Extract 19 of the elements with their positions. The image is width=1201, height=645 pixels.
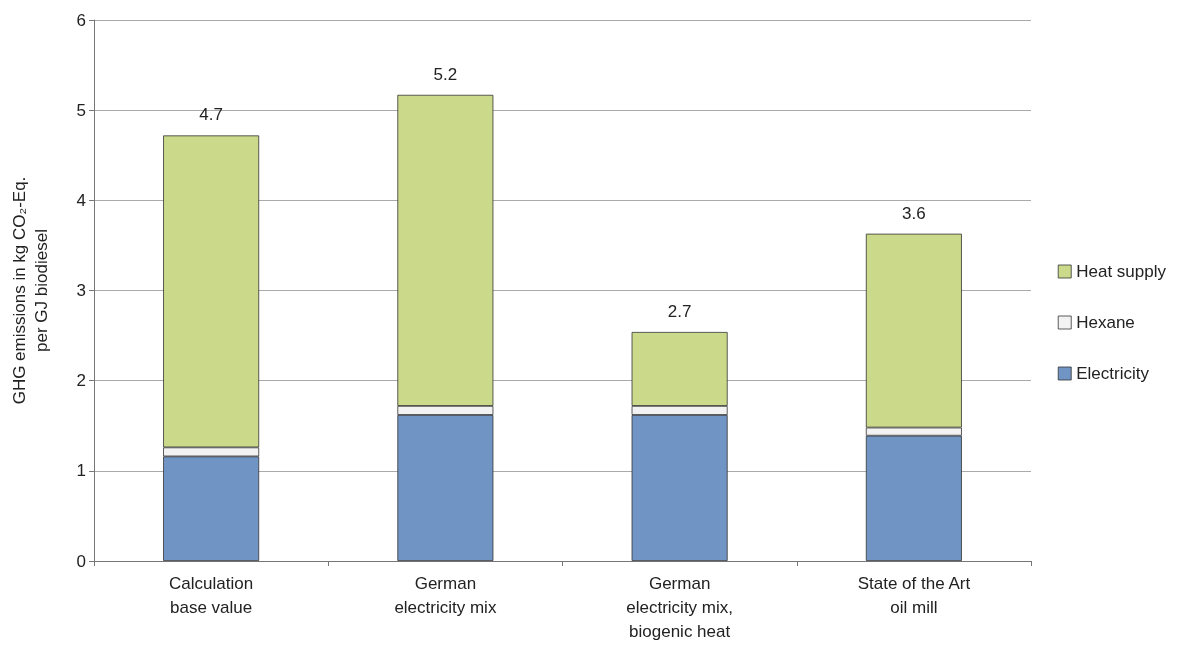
y-tick-label: 4 (76, 190, 86, 210)
y-tick-label: 0 (76, 551, 86, 571)
legend-label: Hexane (1076, 313, 1135, 332)
y-tick-label: 1 (76, 461, 86, 481)
y-tick-label: 6 (76, 10, 86, 30)
x-tick-label: State of the Art oil mill (857, 573, 971, 617)
x-tick-label: German electricity mix, biogenic heat (626, 573, 733, 641)
legend-label: Heat supply (1076, 262, 1167, 281)
total-label: 4.7 (199, 105, 223, 125)
y-axis-title: GHG emissions in kg CO₂-Eq. per GJ biodiesel (9, 176, 51, 405)
y-tick-label: 2 (76, 371, 86, 391)
y-tick-label: 5 (76, 100, 86, 120)
total-label: 5.2 (433, 64, 458, 84)
legend-label: Electricity (1076, 364, 1150, 383)
x-tick-label: Calculation base value (169, 573, 254, 617)
y-tick-label: 3 (76, 281, 86, 300)
total-label: 3.6 (902, 203, 926, 223)
total-label: 2.7 (667, 301, 692, 321)
x-tick-label: German electricity mix (394, 573, 497, 617)
